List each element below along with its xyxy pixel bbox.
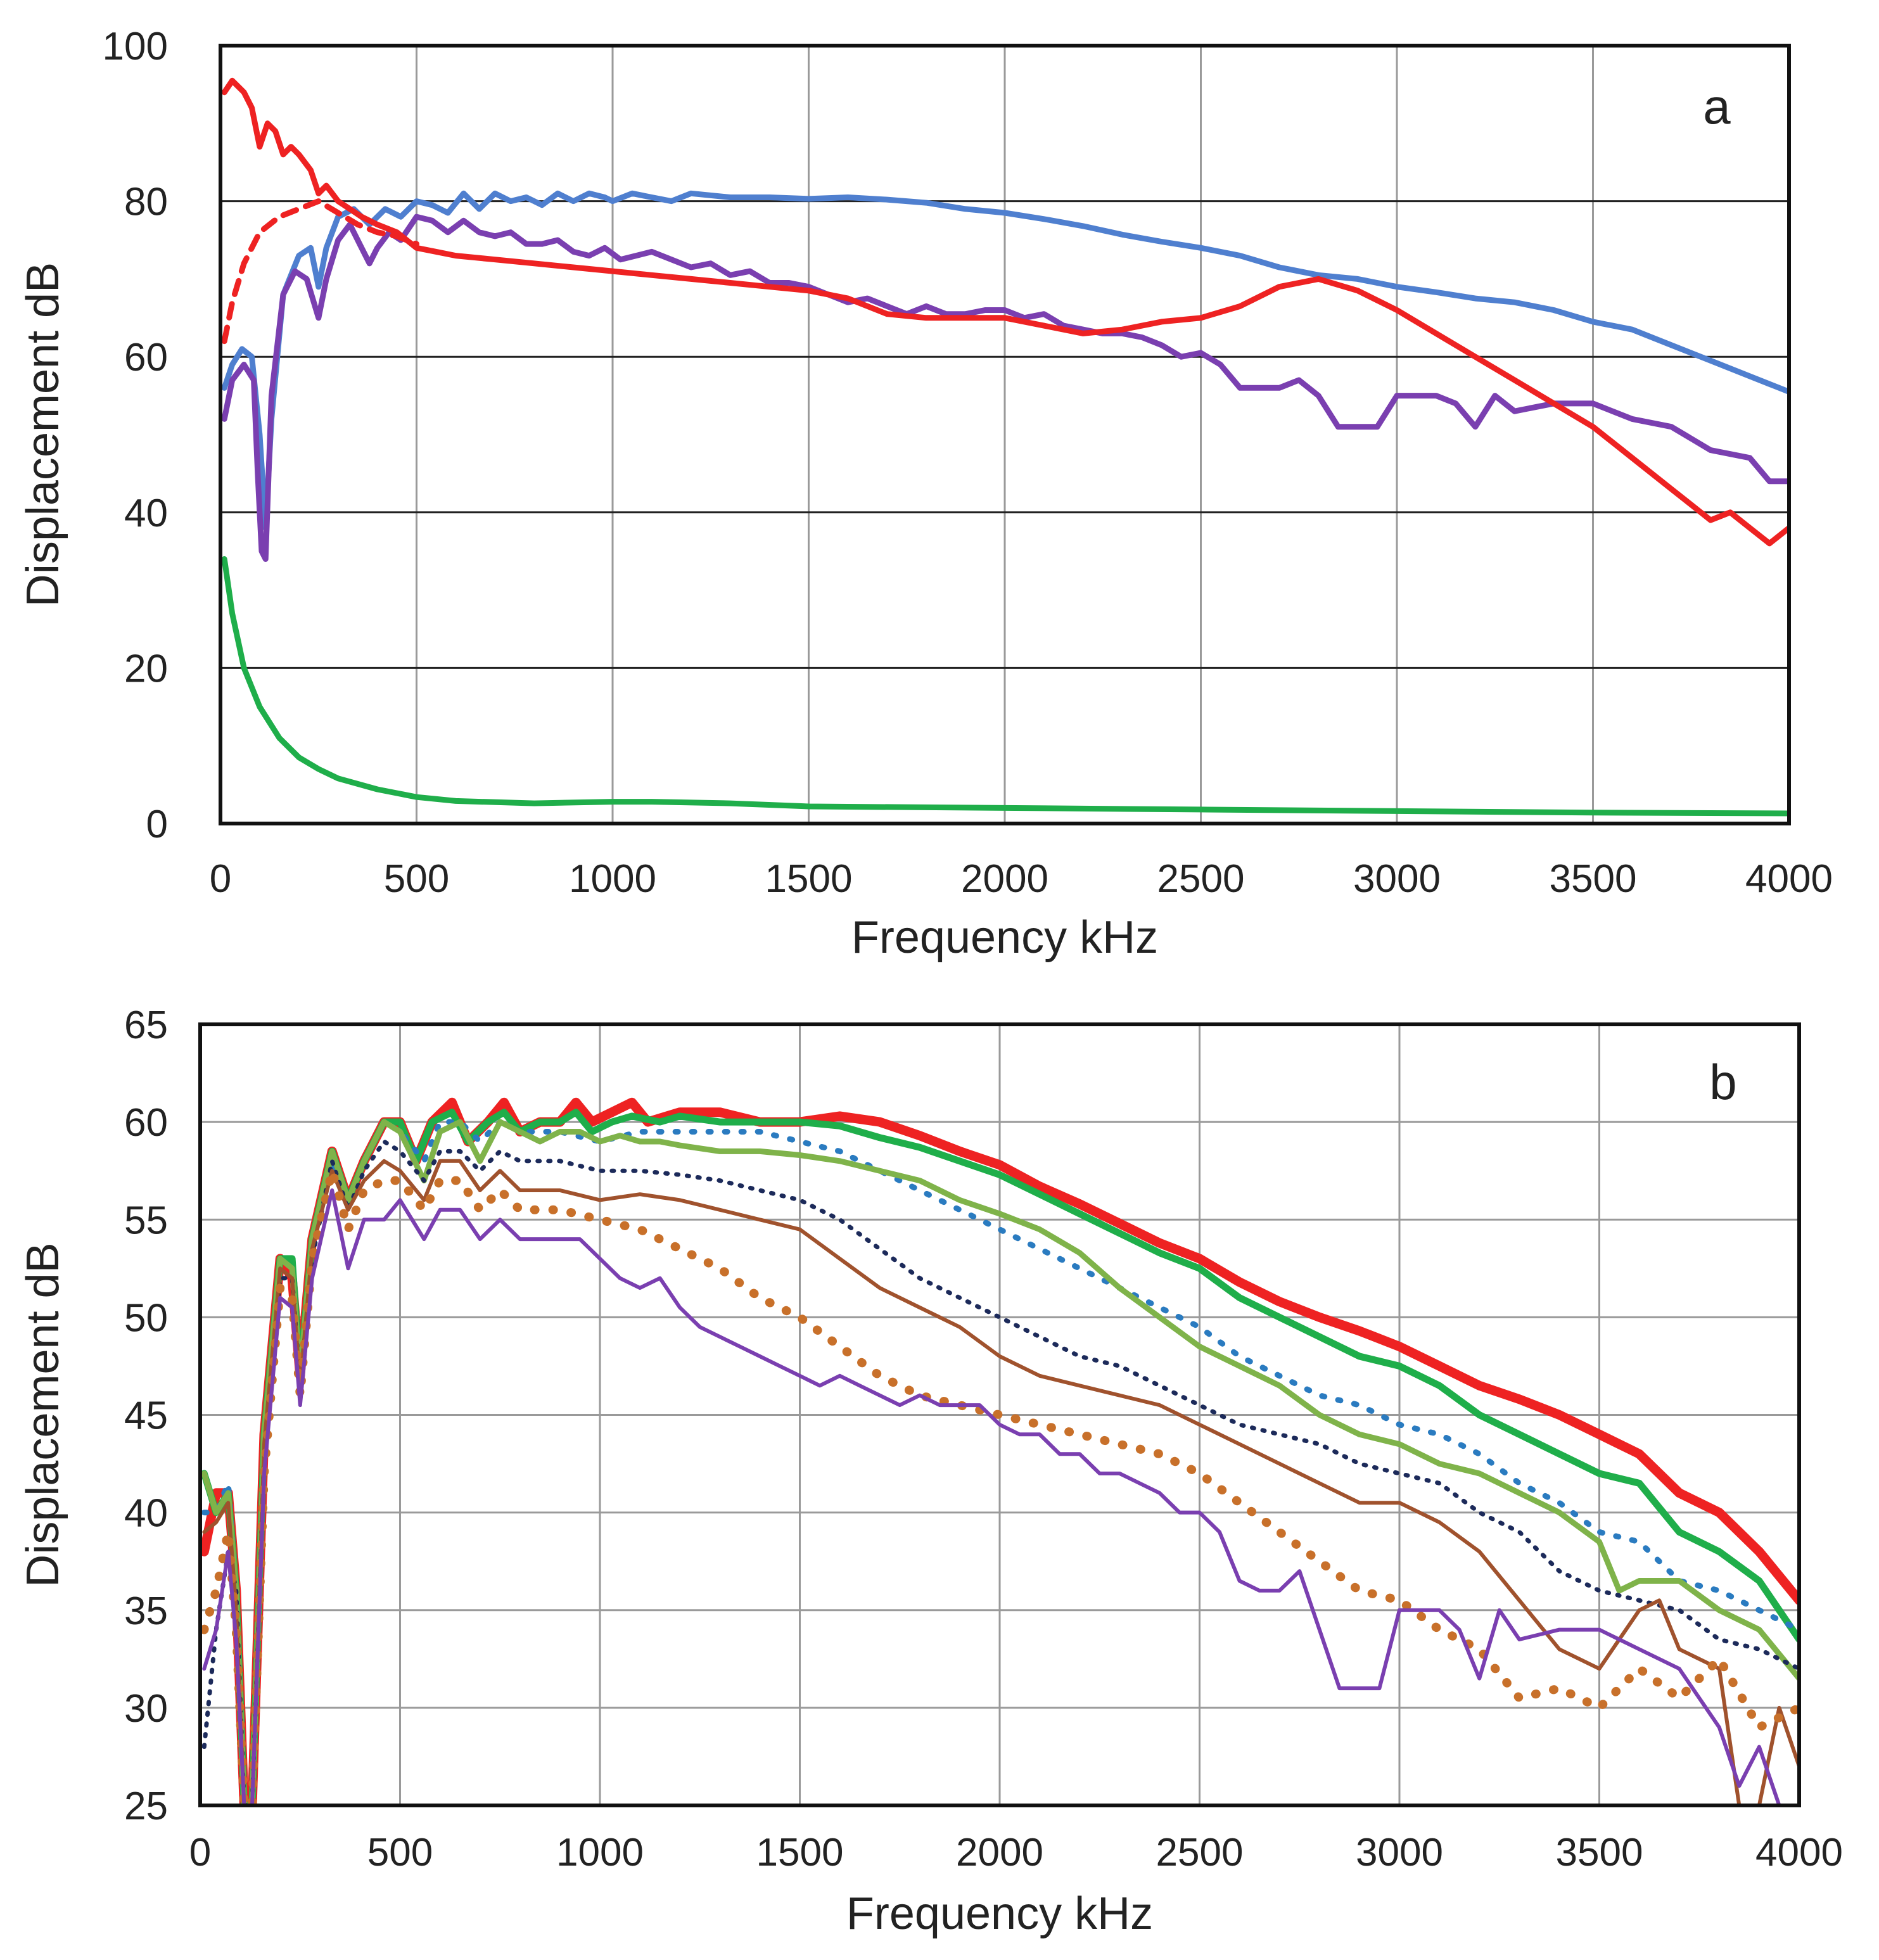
x-tick-label: 4000 (1745, 857, 1833, 901)
x-axis-title: Frequency kHz (846, 1888, 1153, 1939)
series-group (200, 1097, 1799, 1805)
panel-a-chart: 0 500 1000 1500 2000 2500 3000 3500 4000 0 20 40 60 8… (18, 25, 1833, 963)
series-line-purple (202, 1188, 1799, 1805)
x-tick-label: 2500 (1156, 1831, 1244, 1874)
series-line-green (221, 556, 1789, 817)
series-group (221, 77, 1789, 817)
x-tick-label: 500 (384, 857, 449, 901)
y-tick-label: 55 (124, 1199, 168, 1242)
series-line-brown (202, 1159, 1799, 1805)
y-tick-label: 35 (124, 1589, 168, 1633)
series-line-blue (221, 190, 1789, 531)
x-tick-label: 1500 (756, 1831, 844, 1874)
panel-label: a (1703, 79, 1731, 134)
y-tick-label: 40 (124, 1492, 168, 1536)
x-tick-label: 2500 (1157, 857, 1245, 901)
y-axis-title: Displacement dB (18, 262, 68, 607)
y-tick-label: 0 (146, 803, 168, 846)
x-tick-label: 500 (367, 1831, 433, 1874)
y-tick-label: 20 (124, 647, 168, 690)
x-axis-title: Frequency kHz (851, 912, 1158, 963)
x-tick-label: 0 (210, 857, 231, 901)
y-tick-label: 40 (124, 492, 168, 535)
series-line-red-dashed (221, 198, 419, 345)
x-tick-label: 2000 (956, 1831, 1043, 1874)
y-tick-label: 50 (124, 1296, 168, 1340)
y-tick-label: 65 (124, 1003, 168, 1047)
x-tick-label: 3500 (1556, 1831, 1643, 1874)
plot-frame (219, 44, 1791, 825)
y-tick-label: 30 (124, 1687, 168, 1731)
series-line-red (221, 77, 1789, 547)
y-tick-label: 60 (124, 1101, 168, 1145)
x-tick-label: 4000 (1755, 1831, 1843, 1874)
x-tick-label: 3000 (1353, 857, 1441, 901)
x-tick-label: 1000 (569, 857, 656, 901)
x-tick-label: 1000 (556, 1831, 644, 1874)
panel-b-chart: 0 500 1000 1500 2000 2500 3000 3500 4000 25 30 35 40… (18, 1003, 1843, 1939)
y-tick-label: 100 (103, 25, 168, 68)
x-tick-label: 3000 (1356, 1831, 1443, 1874)
x-tick-label: 0 (189, 1831, 211, 1874)
panel-label: b (1709, 1054, 1736, 1110)
x-tick-label: 2000 (961, 857, 1048, 901)
y-tick-label: 60 (124, 336, 168, 379)
x-tick-label: 1500 (765, 857, 853, 901)
y-axis-title: Displacement dB (18, 1242, 68, 1587)
y-tick-label: 80 (124, 181, 168, 224)
x-tick-label: 3500 (1550, 857, 1637, 901)
plot-frame (198, 1022, 1801, 1807)
y-tick-label: 45 (124, 1394, 168, 1438)
y-tick-label: 25 (124, 1785, 168, 1828)
